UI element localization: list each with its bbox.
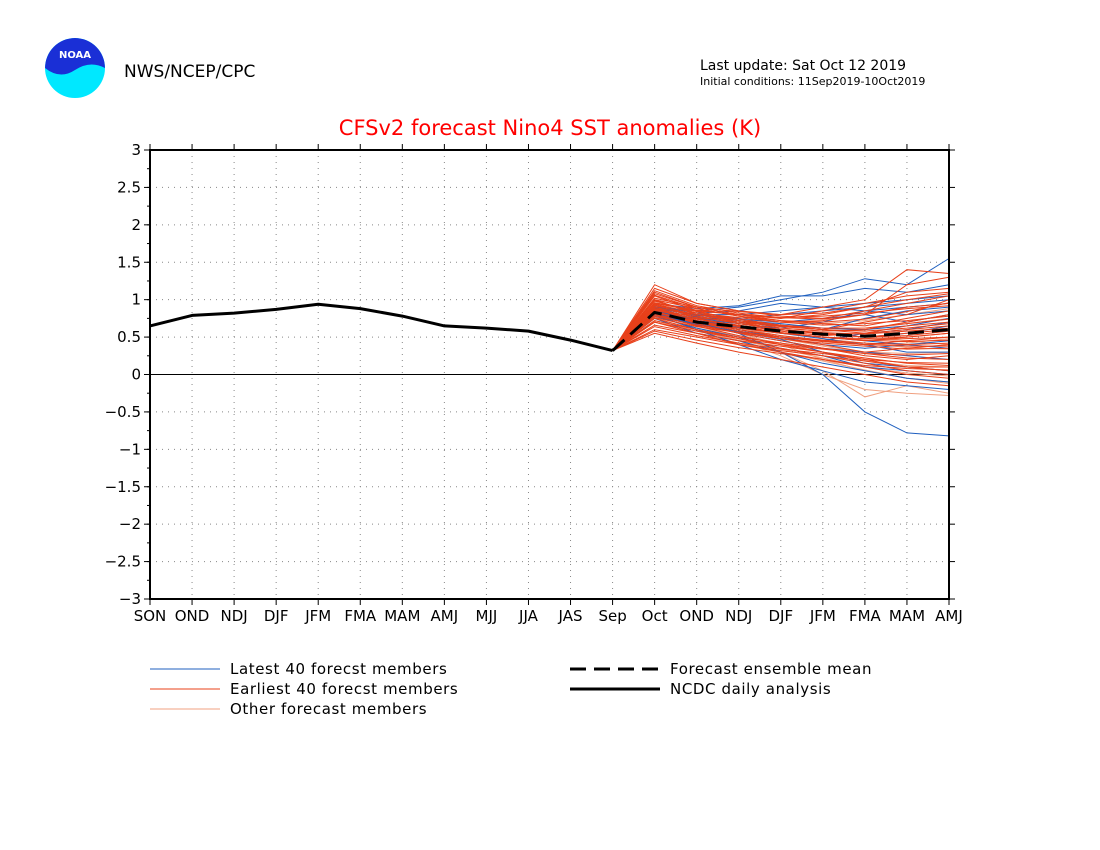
ensemble-member-earliest xyxy=(612,308,950,351)
x-tick-label: FMA xyxy=(344,607,377,625)
ensemble-member-earliest xyxy=(612,321,950,379)
x-tick-label: MAM xyxy=(889,607,925,625)
ensemble-member-earliest xyxy=(612,276,950,351)
x-tick-label: AMJ xyxy=(935,607,963,625)
y-tick-label: 1 xyxy=(131,291,141,309)
y-tick-label: −2 xyxy=(119,515,141,533)
legend-label-latest: Latest 40 forecst members xyxy=(230,660,447,678)
noaa-logo: NOAA xyxy=(45,38,105,98)
ensemble-member-earliest xyxy=(612,329,950,372)
x-tick-label: JFM xyxy=(809,607,836,625)
agency-label: NWS/NCEP/CPC xyxy=(124,62,255,82)
ensemble-member-earliest xyxy=(612,308,950,351)
x-tick-label: MJJ xyxy=(476,607,498,625)
x-tick-label: OND xyxy=(175,607,210,625)
ensemble-member-earliest xyxy=(612,315,950,351)
chart-legend: Latest 40 forecst members Forecast ensemb… xyxy=(150,660,872,718)
x-tick-label: DJF xyxy=(768,607,793,625)
ensemble-member-earliest xyxy=(612,311,950,351)
last-update-label: Last update: Sat Oct 12 2019 xyxy=(700,58,906,74)
y-tick-label: 1.5 xyxy=(117,253,141,271)
ensemble-member-earliest xyxy=(612,291,950,351)
ensemble-member-earliest xyxy=(612,317,949,351)
chart-title: CFSv2 forecast Nino4 SST anomalies (K) xyxy=(339,116,761,140)
logo-circle-blue xyxy=(45,38,105,75)
y-tick-label: −1.5 xyxy=(105,478,141,496)
legend-label-analysis: NCDC daily analysis xyxy=(670,680,831,698)
legend-label-earliest: Earliest 40 forecst members xyxy=(230,680,458,698)
ensemble-member-earliest xyxy=(612,293,950,351)
y-tick-label: 3 xyxy=(131,141,141,159)
logo-text: NOAA xyxy=(59,50,91,61)
x-tick-label: DJF xyxy=(264,607,289,625)
legend-label-mean: Forecast ensemble mean xyxy=(670,660,872,678)
legend-label-other: Other forecast members xyxy=(230,700,427,718)
ensemble-member-earliest xyxy=(612,303,950,351)
series-mean-line xyxy=(611,310,950,352)
x-tick-label: MAM xyxy=(384,607,420,625)
y-tick-label: −2.5 xyxy=(105,553,141,571)
y-tick-label: −1 xyxy=(119,440,141,458)
x-tick-label: Oct xyxy=(642,607,668,625)
y-tick-label: 0 xyxy=(131,366,141,384)
y-tick-label: −0.5 xyxy=(105,403,141,421)
initial-conditions-label: Initial conditions: 11Sep2019-10Oct2019 xyxy=(700,75,925,88)
x-tick-label: JFM xyxy=(304,607,331,625)
x-tick-label: NDJ xyxy=(221,607,248,625)
y-tick-label: −3 xyxy=(119,590,141,608)
ensemble-member-earliest xyxy=(612,326,950,364)
ensemble-member-earliest xyxy=(612,294,950,351)
x-tick-label: Sep xyxy=(598,607,626,625)
ensemble-member-earliest xyxy=(612,317,950,375)
x-tick-label: SON xyxy=(134,607,167,625)
y-tick-label: 2 xyxy=(131,216,141,234)
ensemble-member-earliest xyxy=(612,330,950,371)
x-tick-label: JJA xyxy=(518,607,539,625)
y-tick-label: 0.5 xyxy=(117,328,141,346)
series-analysis-line xyxy=(149,302,613,353)
ensemble-member-earliest xyxy=(612,321,950,356)
x-tick-label: AMJ xyxy=(431,607,459,625)
ensemble-member-earliest xyxy=(612,304,950,351)
ensemble-member-earliest xyxy=(612,332,950,387)
x-tick-label: OND xyxy=(679,607,714,625)
x-tick-label: FMA xyxy=(849,607,882,625)
y-tick-label: 2.5 xyxy=(117,178,141,196)
x-tick-label: NDJ xyxy=(725,607,752,625)
ensemble-member-earliest xyxy=(612,299,950,351)
x-tick-label: JAS xyxy=(558,607,583,625)
ensemble-member-earliest xyxy=(612,320,950,360)
ensemble-member-earliest xyxy=(612,287,950,351)
